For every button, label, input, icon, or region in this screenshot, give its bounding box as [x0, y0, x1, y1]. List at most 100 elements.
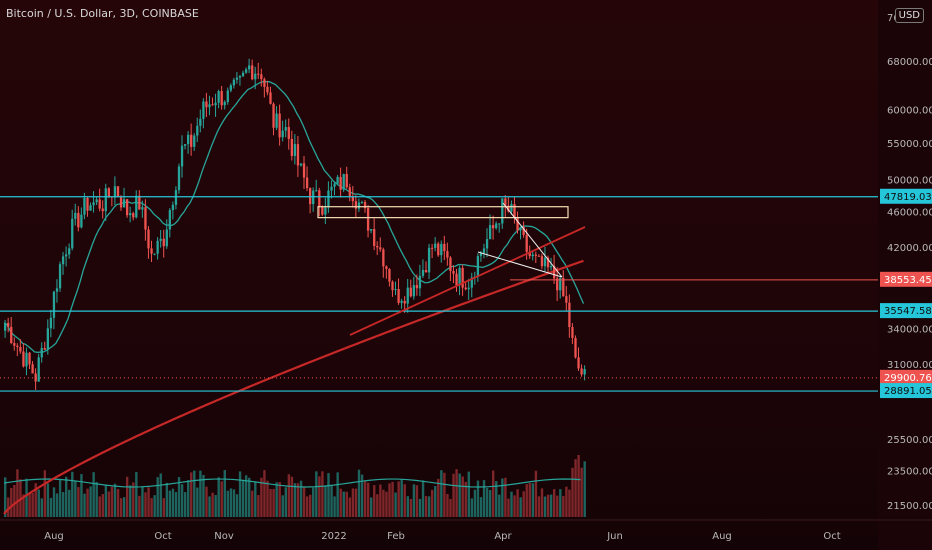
- price-badge: [880, 271, 932, 287]
- volume-bar: [65, 476, 68, 517]
- volume-bar: [333, 496, 336, 517]
- volume-bar: [504, 477, 507, 517]
- volume-bar: [513, 495, 516, 517]
- volume-bar: [427, 496, 431, 517]
- candle-body: [342, 173, 345, 190]
- volume-bar: [498, 494, 501, 517]
- candle-body: [183, 144, 187, 146]
- volume-bar: [107, 491, 111, 517]
- candle-body: [16, 345, 19, 347]
- candle-body: [400, 300, 403, 303]
- ma-slow-line: [3, 259, 584, 515]
- consolidation-box: [317, 206, 569, 219]
- volume-bar: [348, 497, 352, 517]
- candle-body: [360, 202, 364, 204]
- x-tick-label: 2022: [321, 531, 346, 542]
- candle-body: [327, 190, 330, 208]
- volume-bar: [180, 484, 184, 517]
- candle-body: [122, 199, 126, 208]
- volume-bar: [403, 484, 406, 517]
- candle-body: [177, 166, 181, 191]
- candle-body: [571, 327, 574, 338]
- y-tick-label: 23500.00: [887, 467, 932, 478]
- volume-bar: [150, 498, 153, 517]
- volume-bar: [385, 491, 388, 517]
- volume-bar: [68, 489, 71, 517]
- volume-bar: [324, 485, 327, 517]
- candle-body: [546, 257, 550, 268]
- candle-body: [333, 183, 336, 187]
- candle-body: [13, 342, 16, 346]
- y-tick-label: 34000.00: [887, 324, 932, 335]
- candle-body: [476, 256, 480, 277]
- rising-trendline: [349, 226, 586, 336]
- candle-body: [336, 176, 339, 184]
- candle-body: [443, 243, 446, 252]
- volume-bar: [373, 485, 376, 517]
- candle-body: [324, 207, 327, 215]
- candle-body: [156, 240, 159, 254]
- currency-button[interactable]: USD: [894, 8, 924, 23]
- candle-body: [485, 239, 489, 249]
- candle-body: [467, 287, 470, 290]
- candle-body: [559, 278, 562, 291]
- symbol-title: Bitcoin / U.S. Dollar, 3D, COINBASE: [6, 7, 199, 20]
- volume-bar: [568, 489, 571, 517]
- candle-body: [284, 127, 287, 131]
- candle-body: [89, 205, 92, 211]
- candle-body: [22, 351, 25, 367]
- candle-body: [165, 229, 168, 247]
- volume-bar: [89, 486, 92, 517]
- candle-body: [132, 213, 135, 218]
- volume-bar: [46, 483, 50, 517]
- candle-body: [565, 296, 568, 303]
- volume-bar: [351, 488, 355, 517]
- candle-body: [543, 257, 547, 267]
- candle-body: [135, 195, 138, 218]
- y-tick-label: 25500.00: [887, 435, 932, 446]
- volume-bar: [336, 472, 339, 517]
- candle-body: [446, 251, 449, 258]
- volume-bar: [382, 489, 385, 517]
- candle-body: [251, 65, 254, 80]
- candle-body: [418, 275, 422, 289]
- volume-bar: [98, 496, 101, 517]
- volume-bar: [449, 498, 452, 517]
- price-badge: [880, 303, 932, 319]
- candle-body: [4, 322, 7, 331]
- volume-bar: [74, 481, 77, 517]
- candle-body: [190, 134, 193, 147]
- volume-bar: [461, 476, 464, 517]
- candle-body: [363, 202, 367, 209]
- candle-body: [421, 270, 425, 276]
- candle-body: [46, 328, 49, 350]
- candle-body: [385, 266, 388, 269]
- candle-body: [40, 348, 43, 358]
- volume-bar: [235, 494, 239, 517]
- candle-body: [525, 234, 528, 252]
- candle-body: [330, 186, 333, 191]
- candle-body: [241, 72, 245, 77]
- volume-bar: [482, 480, 486, 517]
- candle-body: [531, 254, 534, 257]
- volume-bar: [534, 470, 538, 517]
- volume-bar: [135, 471, 138, 517]
- volume-bar: [10, 487, 13, 517]
- volume-bar: [412, 484, 416, 517]
- candle-body: [540, 256, 544, 267]
- candle-body: [214, 102, 217, 106]
- candle-body: [80, 214, 83, 228]
- volume-bar: [531, 483, 535, 517]
- candle-body: [382, 249, 385, 267]
- volume-bar: [132, 482, 135, 517]
- candle-body: [43, 348, 46, 350]
- candle-body: [104, 188, 107, 212]
- candle-body: [366, 208, 370, 231]
- candle-body: [220, 91, 223, 106]
- candle-body: [580, 368, 583, 375]
- volume-bar: [266, 480, 269, 517]
- candle-body: [464, 287, 467, 290]
- candle-body: [568, 302, 571, 328]
